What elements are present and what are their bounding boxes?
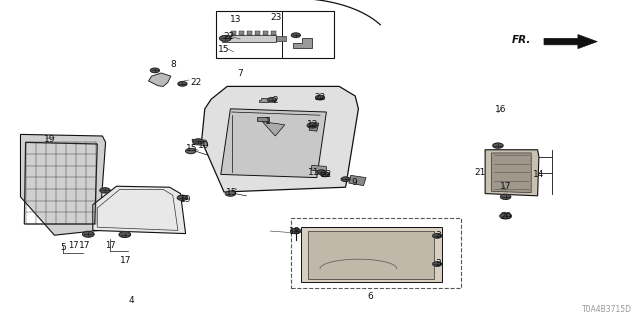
- Polygon shape: [349, 175, 366, 186]
- Text: 22: 22: [314, 93, 326, 102]
- Text: 20: 20: [500, 212, 511, 221]
- Text: 6: 6: [367, 292, 372, 301]
- Polygon shape: [317, 170, 326, 174]
- Polygon shape: [312, 165, 326, 171]
- Polygon shape: [307, 123, 317, 128]
- Text: 5: 5: [60, 244, 65, 252]
- Polygon shape: [262, 122, 285, 136]
- Polygon shape: [100, 188, 110, 193]
- Polygon shape: [271, 31, 276, 35]
- Polygon shape: [221, 109, 326, 178]
- Text: T0A4B3715D: T0A4B3715D: [582, 305, 632, 314]
- Text: 13: 13: [230, 15, 241, 24]
- Polygon shape: [485, 150, 539, 196]
- Polygon shape: [231, 31, 236, 35]
- Polygon shape: [255, 31, 260, 35]
- Text: 17: 17: [79, 241, 91, 250]
- Polygon shape: [268, 98, 276, 102]
- Polygon shape: [500, 213, 511, 219]
- Polygon shape: [83, 231, 94, 237]
- Polygon shape: [93, 186, 186, 234]
- Polygon shape: [225, 191, 236, 196]
- Polygon shape: [186, 148, 196, 154]
- Polygon shape: [150, 68, 159, 73]
- Text: 3: 3: [436, 231, 441, 240]
- Polygon shape: [222, 35, 276, 42]
- Polygon shape: [276, 36, 286, 41]
- Polygon shape: [301, 227, 442, 282]
- Text: 17: 17: [68, 241, 79, 250]
- Text: 1: 1: [265, 117, 270, 126]
- Text: 22: 22: [191, 78, 202, 87]
- Polygon shape: [309, 122, 319, 131]
- Polygon shape: [220, 36, 231, 41]
- Polygon shape: [148, 73, 171, 86]
- Text: 22: 22: [321, 170, 332, 179]
- Polygon shape: [202, 86, 358, 192]
- Text: 12: 12: [307, 120, 318, 129]
- Polygon shape: [178, 82, 187, 86]
- Text: 2: 2: [273, 96, 278, 105]
- Polygon shape: [192, 139, 208, 146]
- Polygon shape: [292, 38, 312, 48]
- Polygon shape: [291, 228, 301, 234]
- Polygon shape: [291, 33, 300, 37]
- Text: 7: 7: [237, 69, 243, 78]
- Polygon shape: [544, 35, 597, 49]
- Text: 16: 16: [495, 105, 506, 114]
- Polygon shape: [500, 194, 511, 199]
- Polygon shape: [259, 98, 269, 102]
- Polygon shape: [263, 31, 268, 35]
- Polygon shape: [492, 153, 531, 193]
- Polygon shape: [247, 31, 252, 35]
- Text: 4: 4: [129, 296, 134, 305]
- Text: 17: 17: [120, 256, 132, 265]
- Polygon shape: [341, 177, 350, 181]
- Polygon shape: [257, 117, 269, 121]
- Text: 10: 10: [198, 141, 209, 150]
- Text: 21: 21: [474, 168, 486, 177]
- Bar: [291, 218, 461, 288]
- Text: 19: 19: [44, 135, 55, 144]
- Polygon shape: [20, 134, 106, 235]
- Text: 17: 17: [105, 241, 115, 250]
- Text: 19: 19: [180, 195, 191, 204]
- Bar: [216, 11, 334, 58]
- Text: 14: 14: [533, 170, 545, 179]
- Text: 3: 3: [436, 260, 441, 268]
- Polygon shape: [321, 172, 330, 177]
- Text: 22: 22: [223, 32, 235, 41]
- Polygon shape: [177, 195, 188, 200]
- Polygon shape: [433, 262, 442, 266]
- Text: 8: 8: [170, 60, 175, 68]
- Text: 15: 15: [218, 45, 230, 54]
- Polygon shape: [119, 232, 131, 237]
- Text: 17: 17: [500, 182, 511, 191]
- Polygon shape: [493, 143, 503, 148]
- Polygon shape: [316, 95, 324, 100]
- Text: 18: 18: [289, 228, 300, 236]
- Text: FR.: FR.: [512, 35, 531, 45]
- Polygon shape: [239, 31, 244, 35]
- Polygon shape: [193, 139, 204, 144]
- Text: 15: 15: [226, 188, 237, 197]
- Text: 23: 23: [271, 13, 282, 22]
- Polygon shape: [308, 231, 434, 279]
- Text: 9: 9: [351, 178, 356, 187]
- Text: 15: 15: [186, 144, 198, 153]
- Text: 11: 11: [308, 168, 319, 177]
- Polygon shape: [433, 234, 442, 238]
